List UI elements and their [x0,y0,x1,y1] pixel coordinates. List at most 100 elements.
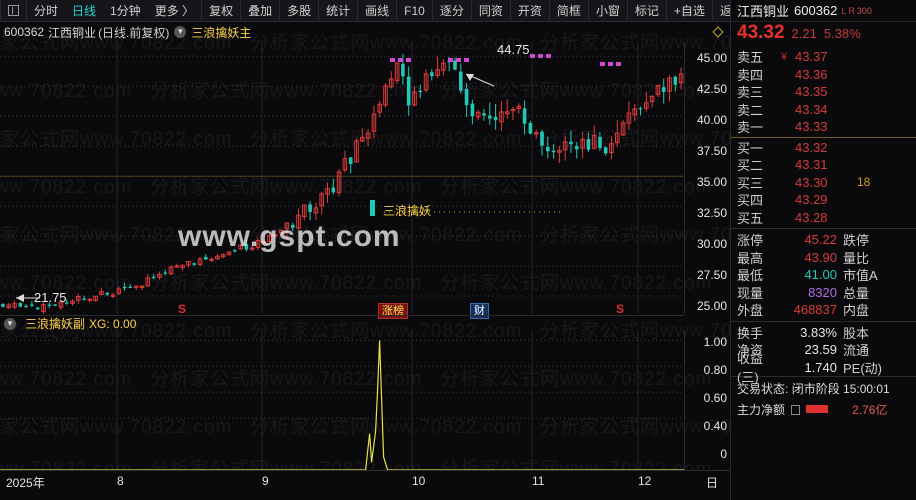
fund-key: 净资 [737,343,764,359]
tab-tongzi[interactable]: 同资 [472,0,511,22]
tab-jiankuang[interactable]: 简框 [550,0,589,22]
tab-more[interactable]: 更多 〉 [154,3,195,18]
main-indicator-name[interactable]: 三浪擒妖主 [191,25,252,40]
stat-key2: 量比 [843,250,870,266]
bid-row[interactable]: 买二 43.31 [731,156,916,174]
ask-row[interactable]: 卖四 43.36 [731,66,916,84]
last-price: 43.32 [737,22,785,43]
sub-indicator-chart[interactable] [0,330,684,470]
price-tick: 32.50 [696,206,727,220]
date-tick: 8 [117,474,124,488]
tab-add-watchlist[interactable]: +自选 [667,0,713,22]
fund-value: 23.59 [804,342,837,358]
tab-fenshi[interactable]: 分时 [34,3,59,18]
price-tick: 45.00 [696,51,727,65]
price-tick: 42.50 [696,82,727,96]
date-tick: 11 [532,474,545,488]
chevron-down-icon[interactable]: ▼ [174,26,187,38]
quote-stats: 涨停 45.22 跌停 最高 43.90 量比 最低 41.00 市值A 现量 8320 总量 … [731,231,916,319]
currency-icon: ¥ [781,50,788,63]
period-group: 分时 日线 1分钟 更多 〉 [27,0,203,22]
price-axis: 45.00 42.50 40.00 37.50 35.00 32.50 30.0… [684,42,730,314]
stat-key: 外盘 [737,303,764,319]
bid-row[interactable]: 买三 43.30 18 [731,174,916,192]
tab-kaizi[interactable]: 开资 [511,0,550,22]
tab-tongji[interactable]: 统计 [319,0,359,22]
main-net-row: 主力净额 2.76亿 [731,399,916,419]
bid-row[interactable]: 买四 43.29 [731,191,916,209]
tab-1min[interactable]: 1分钟 [110,3,141,18]
fund-row: 净资 23.59 流通 [731,341,916,359]
bid-row[interactable]: 买五 43.28 [731,209,916,227]
bid-volume: 18 [857,175,871,190]
bid-price: 43.31 [795,157,828,173]
stat-row: 涨停 45.22 跌停 [731,231,916,249]
fund-key2: PE(动) [843,360,883,376]
ask-price: 43.33 [795,119,828,135]
symbol-name: 江西铜业 [48,25,97,40]
book-divider [731,136,916,138]
tab-fuquan[interactable]: 复权 [202,0,242,22]
diamond-icon [712,26,724,38]
tab-duogu[interactable]: 多股 [280,0,320,22]
stat-key2: 总量 [843,285,870,301]
fund-key2: 流通 [843,343,870,359]
price-change-pct: 5.38% [823,26,861,41]
quote-fundamentals: 换手 3.83% 股本 净资 23.59 流通 收益(三) 1.740 PE(动) [731,324,916,386]
price-tick: 25.00 [696,299,727,313]
date-axis: 2025年 8 9 10 11 12 日 [0,470,730,500]
date-axis-unit: 日 [706,476,719,490]
sub-indicator-name[interactable]: 三浪擒妖副 [25,317,86,331]
stat-key2: 市值A [843,268,878,284]
stat-key: 涨停 [737,233,764,249]
sub-tick: 1.00 [703,335,727,349]
ask-row[interactable]: 卖二 43.34 [731,101,916,119]
ask-price: 43.36 [795,66,828,82]
date-tick: 2025年 [6,476,45,490]
high-price-label: 44.75 [497,42,530,57]
tab-rixian[interactable]: 日线 [72,3,97,18]
stat-row: 外盘 468837 内盘 [731,301,916,319]
tab-zhufen[interactable]: 逐分 [433,0,472,22]
stat-value: 45.22 [804,232,837,248]
price-tick: 27.50 [696,268,727,282]
list-icon[interactable] [791,405,801,415]
bid-row[interactable]: 买一 43.32 [731,139,916,157]
main-net-value: 2.76亿 [852,402,888,417]
bid-label: 买一 [737,140,764,156]
date-tick: 10 [412,474,426,488]
fund-value: 3.83% [800,324,837,340]
fund-key2: 股本 [843,325,870,341]
price-chart[interactable] [0,42,684,314]
sub-indicator-value: XG: 0.00 [89,316,137,331]
tab-diejia[interactable]: 叠加 [241,0,281,22]
tab-biaoji[interactable]: 标记 [628,0,667,22]
stats-divider [731,228,916,229]
stat-key: 现量 [737,285,764,301]
window-icon[interactable] [0,0,27,22]
ask-row[interactable]: 卖一 43.33 [731,118,916,136]
chevron-down-icon[interactable]: ▼ [4,317,16,330]
price-chart-svg [0,42,684,314]
stat-value: 8320 [808,284,837,300]
tab-f10[interactable]: F10 [397,0,433,22]
main-net-label: 主力净额 [737,402,786,417]
bid-label: 买三 [737,175,764,191]
tab-xiaochuang[interactable]: 小窗 [589,0,628,22]
sell-mark-icon: S [178,302,187,316]
status-value: 闭市阶段 15:00:01 [791,382,890,396]
tag-r: R [848,5,855,16]
price-tick: 40.00 [696,113,727,127]
ask-price: 43.34 [795,101,828,117]
trading-status: 交易状态: 闭市阶段 15:00:01 [731,376,916,399]
sub-axis: 1.00 0.80 0.60 0.40 0 [684,330,730,470]
bid-price: 43.32 [795,139,828,155]
ask-row[interactable]: 卖五 ¥43.37 [731,48,916,66]
fund-value: 1.740 [804,359,837,375]
quote-panel: 江西铜业 600362 L R 300 43.32 2.21 5.38% 卖五 ¥… [730,0,916,500]
fund-row: 换手 3.83% 股本 [731,324,916,342]
quote-header: 江西铜业 600362 L R 300 [731,0,916,22]
tab-huaxian[interactable]: 画线 [358,0,398,22]
ask-row[interactable]: 卖三 43.35 [731,83,916,101]
